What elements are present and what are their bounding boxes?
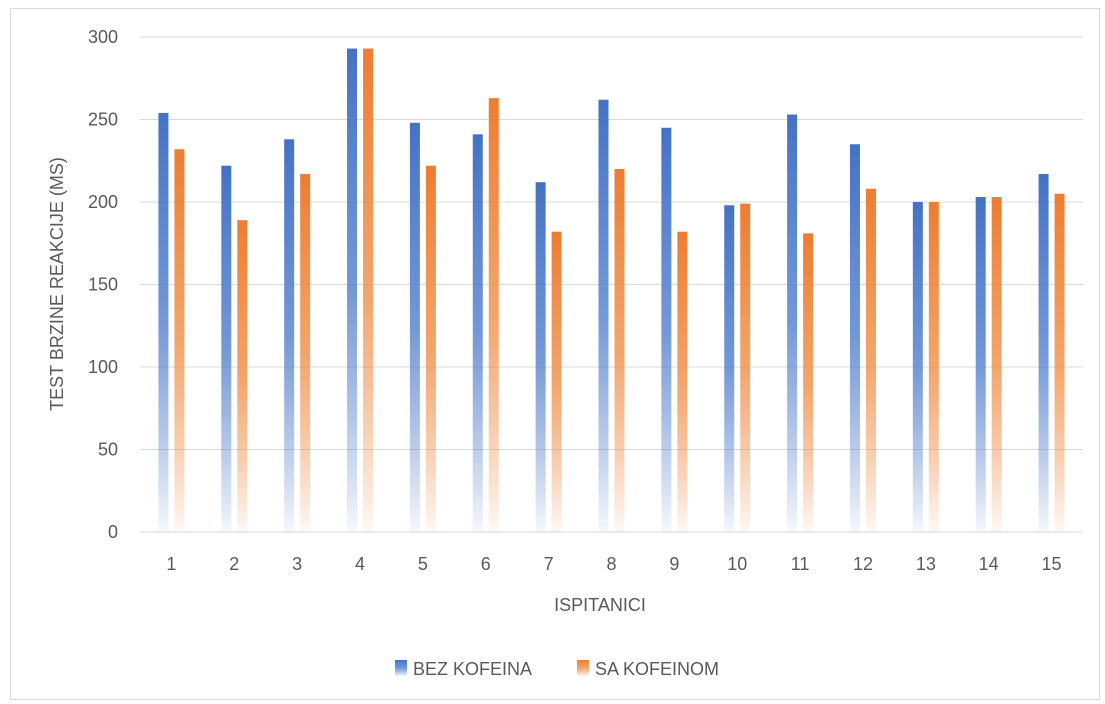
bar-bez-kofeina-13 — [912, 202, 923, 532]
x-tick-label: 6 — [481, 554, 491, 574]
x-tick-label: 8 — [606, 554, 616, 574]
bar-sa-kofeinom-9 — [677, 231, 688, 532]
x-tick-label: 15 — [1042, 554, 1062, 574]
x-tick-label: 4 — [355, 554, 365, 574]
bar-sa-kofeinom-15 — [1054, 193, 1065, 532]
bar-bez-kofeina-6 — [472, 134, 483, 532]
bar-sa-kofeinom-6 — [488, 98, 499, 533]
y-tick-label: 100 — [88, 357, 118, 377]
bar-bez-kofeina-5 — [409, 122, 420, 533]
bar-bez-kofeina-2 — [221, 165, 232, 532]
x-tick-label: 1 — [166, 554, 176, 574]
y-tick-label: 150 — [88, 275, 118, 295]
y-tick-label: 300 — [88, 27, 118, 47]
bar-sa-kofeinom-13 — [928, 202, 939, 532]
bar-bez-kofeina-1 — [158, 112, 169, 533]
bar-bez-kofeina-14 — [975, 197, 986, 533]
legend-item-bez-kofeina: BEZ KOFEINA — [395, 659, 532, 679]
bar-sa-kofeinom-10 — [740, 203, 751, 532]
legend-swatch — [577, 660, 589, 676]
legend-label: SA KOFEINOM — [595, 659, 719, 679]
bar-bez-kofeina-12 — [849, 144, 860, 532]
y-tick-label: 0 — [108, 522, 118, 542]
x-tick-label: 14 — [979, 554, 999, 574]
y-tick-label: 250 — [88, 110, 118, 130]
bar-sa-kofeinom-5 — [425, 165, 436, 532]
legend-item-sa-kofeinom: SA KOFEINOM — [577, 659, 719, 679]
bar-sa-kofeinom-12 — [865, 188, 876, 533]
bar-bez-kofeina-4 — [347, 48, 358, 533]
bar-sa-kofeinom-4 — [363, 48, 374, 533]
legend: BEZ KOFEINA SA KOFEINOM — [395, 659, 719, 679]
legend-label: BEZ KOFEINA — [413, 659, 532, 679]
x-tick-label: 11 — [791, 554, 810, 574]
x-axis-ticks: 1 2 3 4 5 6 7 8 9 10 11 12 13 14 15 — [166, 554, 1061, 574]
x-tick-label: 2 — [229, 554, 239, 574]
legend-swatch — [395, 660, 407, 676]
bar-sa-kofeinom-1 — [174, 149, 185, 532]
bar-bez-kofeina-9 — [661, 127, 672, 532]
y-tick-label: 50 — [98, 440, 118, 460]
bar-bez-kofeina-8 — [598, 99, 609, 532]
bar-bez-kofeina-3 — [284, 139, 295, 533]
bar-bez-kofeina-15 — [1038, 173, 1049, 532]
bar-sa-kofeinom-8 — [614, 169, 625, 532]
x-tick-label: 13 — [916, 554, 936, 574]
bar-sa-kofeinom-3 — [300, 173, 311, 532]
gridlines — [140, 36, 1083, 533]
y-axis-title: TEST BRZINE REAKCIJE (MS) — [47, 157, 67, 411]
y-tick-label: 200 — [88, 192, 118, 212]
bar-bez-kofeina-7 — [535, 182, 546, 532]
x-tick-label: 12 — [853, 554, 873, 574]
bar-sa-kofeinom-14 — [991, 197, 1002, 533]
x-tick-label: 5 — [418, 554, 428, 574]
x-tick-label: 7 — [544, 554, 554, 574]
bar-sa-kofeinom-2 — [237, 220, 248, 532]
bar-sa-kofeinom-11 — [803, 233, 814, 532]
bar-sa-kofeinom-7 — [551, 231, 562, 532]
x-tick-label: 10 — [727, 554, 747, 574]
x-axis-title: ISPITANICI — [554, 595, 646, 615]
x-tick-label: 3 — [292, 554, 302, 574]
bar-bez-kofeina-10 — [724, 205, 735, 533]
x-tick-label: 9 — [669, 554, 679, 574]
bar-bez-kofeina-11 — [787, 114, 798, 533]
y-axis-ticks: 0 50 100 150 200 250 300 — [88, 27, 118, 542]
bars — [158, 48, 1065, 533]
